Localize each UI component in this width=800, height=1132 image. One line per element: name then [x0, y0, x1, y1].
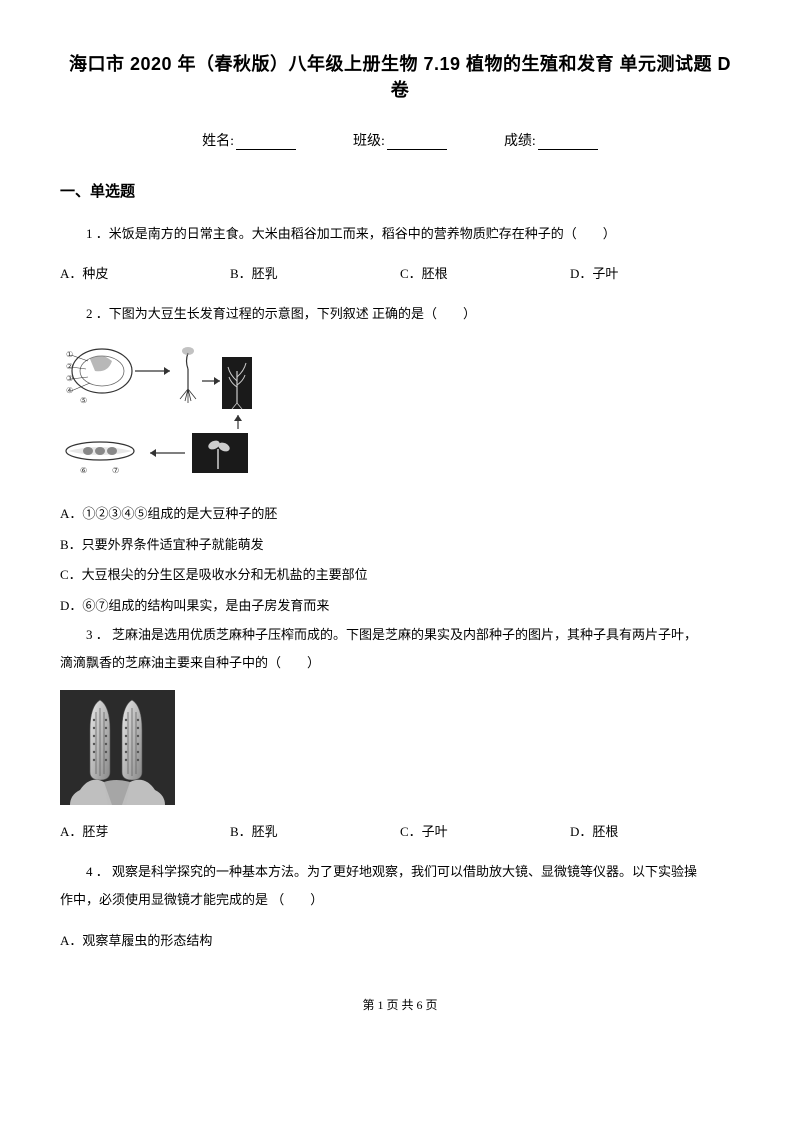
- svg-text:②: ②: [66, 362, 73, 371]
- q2-text: 2 ．下图为大豆生长发育过程的示意图，下列叙述 正确的是（ ）: [60, 301, 740, 327]
- q2-option-b: B．只要外界条件适宜种子就能萌发: [60, 531, 740, 560]
- q3-option-c: C．子叶: [400, 819, 570, 845]
- score-label: 成绩:: [504, 134, 536, 149]
- svg-text:⑥: ⑥: [80, 466, 87, 475]
- class-blank[interactable]: [387, 135, 447, 150]
- svg-text:⑤: ⑤: [80, 396, 87, 405]
- score-blank[interactable]: [538, 135, 598, 150]
- svg-text:⑦: ⑦: [112, 466, 119, 475]
- q1-option-b: B．胚乳: [230, 261, 400, 287]
- page-title: 海口市 2020 年（春秋版）八年级上册生物 7.19 植物的生殖和发育 单元测…: [60, 50, 740, 102]
- q2-option-c: C．大豆根尖的分生区是吸收水分和无机盐的主要部位: [60, 561, 740, 590]
- q3-text-cont: 滴滴飘香的芝麻油主要来自种子中的（ ）: [60, 650, 740, 676]
- q1-options: A．种皮 B．胚乳 C．胚根 D．子叶: [60, 261, 740, 287]
- q4-option-a: A．观察草履虫的形态结构: [60, 927, 740, 956]
- q3-options: A．胚芽 B．胚乳 C．子叶 D．胚根: [60, 819, 740, 845]
- page-footer: 第 1 页 共 6 页: [60, 996, 740, 1013]
- q3-option-a: A．胚芽: [60, 819, 230, 845]
- q4-text: 4 ． 观察是科学探究的一种基本方法。为了更好地观察，我们可以借助放大镜、显微镜…: [60, 859, 740, 885]
- q3-option-b: B．胚乳: [230, 819, 400, 845]
- q2-option-d: D．⑥⑦组成的结构叫果实，是由子房发育而来: [60, 592, 740, 621]
- svg-text:①: ①: [66, 350, 73, 359]
- name-label: 姓名:: [202, 134, 234, 149]
- q1-option-c: C．胚根: [400, 261, 570, 287]
- svg-text:③: ③: [66, 374, 73, 383]
- q4-text-cont: 作中，必须使用显微镜才能完成的是 （ ）: [60, 887, 740, 913]
- q2-figure: ① ② ③ ④ ⑤: [60, 341, 740, 486]
- q3-option-d: D．胚根: [570, 819, 740, 845]
- q1-option-d: D．子叶: [570, 261, 740, 287]
- section-heading: 一、单选题: [60, 180, 740, 201]
- q3-figure: [60, 690, 740, 805]
- q2-option-a: A．①②③④⑤组成的是大豆种子的胚: [60, 500, 740, 529]
- q1-text: 1 ．米饭是南方的日常主食。大米由稻谷加工而来，稻谷中的营养物质贮存在种子的（ …: [60, 221, 740, 247]
- q1-option-a: A．种皮: [60, 261, 230, 287]
- q3-text: 3 ． 芝麻油是选用优质芝麻种子压榨而成的。下图是芝麻的果实及内部种子的图片，其…: [60, 622, 740, 648]
- class-label: 班级:: [353, 134, 385, 149]
- name-blank[interactable]: [236, 135, 296, 150]
- info-line: 姓名: 班级: 成绩:: [60, 130, 740, 150]
